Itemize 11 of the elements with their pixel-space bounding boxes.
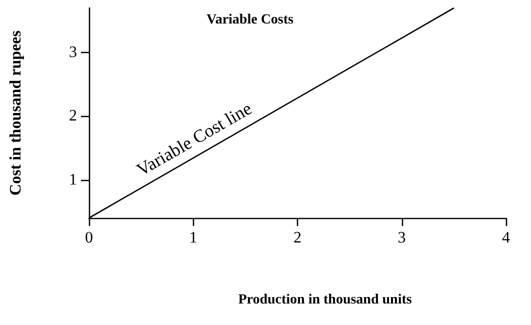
- chart-title: Variable Costs: [206, 12, 294, 28]
- y-axis-title: Cost in thousand rupees: [8, 30, 24, 196]
- x-tick-label: 4: [502, 230, 510, 246]
- y-tick-label: 2: [69, 108, 77, 125]
- x-tick-label: 2: [294, 230, 302, 246]
- y-tick-label: 1: [69, 171, 77, 188]
- x-tick-label: 0: [85, 230, 93, 246]
- y-tick-label: 3: [69, 44, 77, 62]
- x-tick-label: 1: [189, 230, 198, 246]
- x-axis-title: Production in thousand units: [238, 292, 412, 308]
- x-tick-label: 3: [398, 230, 406, 246]
